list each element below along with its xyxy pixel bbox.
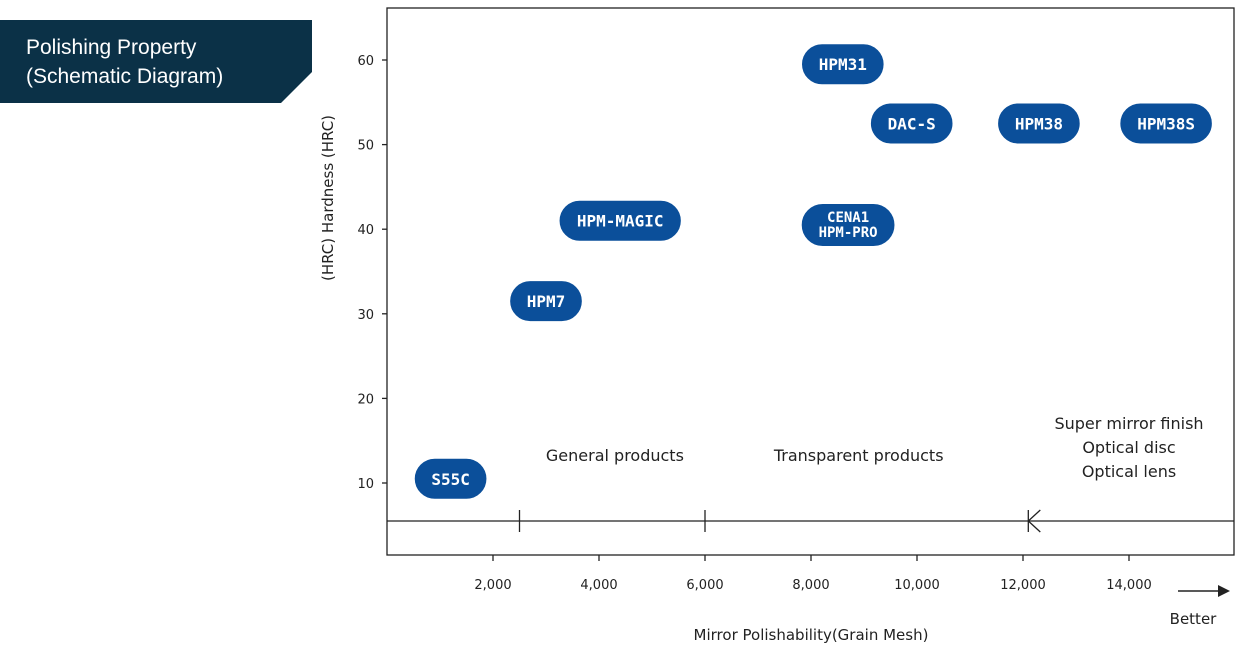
material-label: HPM31 bbox=[819, 55, 867, 74]
material-pill bbox=[1118, 101, 1214, 146]
material-label: DAC-S bbox=[888, 114, 936, 133]
material-pill bbox=[557, 198, 683, 243]
category-label: Optical lens bbox=[1082, 462, 1176, 481]
x-axis-title: Mirror Polishability(Grain Mesh) bbox=[694, 626, 929, 644]
x-tick-label: 2,000 bbox=[474, 578, 511, 593]
category-label: Transparent products bbox=[773, 446, 944, 465]
material-label: HPM-PRO bbox=[819, 225, 878, 241]
x-tick-label: 14,000 bbox=[1106, 578, 1152, 593]
material-pill bbox=[799, 201, 897, 248]
material-label: HPM38 bbox=[1015, 114, 1063, 133]
title-banner: Polishing Property (Schematic Diagram) bbox=[0, 20, 312, 103]
x-tick-label: 6,000 bbox=[686, 578, 723, 593]
category-label: General products bbox=[546, 446, 684, 465]
category-label: Super mirror finish bbox=[1054, 414, 1203, 433]
material-label: HPM-MAGIC bbox=[577, 212, 664, 231]
y-tick-label: 20 bbox=[357, 392, 374, 407]
title-line-2: (Schematic Diagram) bbox=[26, 65, 224, 88]
y-tick-label: 60 bbox=[357, 54, 374, 69]
category-label: Optical disc bbox=[1082, 438, 1175, 457]
y-tick-label: 30 bbox=[357, 308, 374, 323]
y-tick-label: 10 bbox=[357, 477, 374, 492]
better-arrow-head bbox=[1218, 585, 1230, 597]
material-pill bbox=[996, 101, 1082, 146]
material-label: HPM38S bbox=[1137, 114, 1195, 133]
material-label: HPM7 bbox=[527, 292, 566, 311]
x-tick-label: 8,000 bbox=[792, 578, 829, 593]
material-pill bbox=[412, 456, 489, 501]
better-label: Better bbox=[1170, 610, 1218, 628]
material-label: S55C bbox=[431, 470, 470, 489]
material-label: CENA1 bbox=[827, 210, 869, 226]
x-tick-label: 10,000 bbox=[894, 578, 940, 593]
material-pill bbox=[508, 279, 584, 324]
y-axis-title: (HRC) Hardness (HRC) bbox=[319, 115, 337, 281]
y-tick-label: 50 bbox=[357, 139, 374, 154]
category-boundary-chevron bbox=[1027, 509, 1041, 533]
y-tick-label: 40 bbox=[357, 223, 374, 238]
title-line-1: Polishing Property bbox=[26, 36, 197, 59]
x-tick-label: 4,000 bbox=[580, 578, 617, 593]
x-tick-label: 12,000 bbox=[1000, 578, 1046, 593]
title-text: Polishing Property (Schematic Diagram) bbox=[26, 33, 223, 91]
material-pill bbox=[800, 42, 886, 87]
material-pill bbox=[868, 101, 955, 146]
title-banner-shape bbox=[0, 20, 312, 103]
